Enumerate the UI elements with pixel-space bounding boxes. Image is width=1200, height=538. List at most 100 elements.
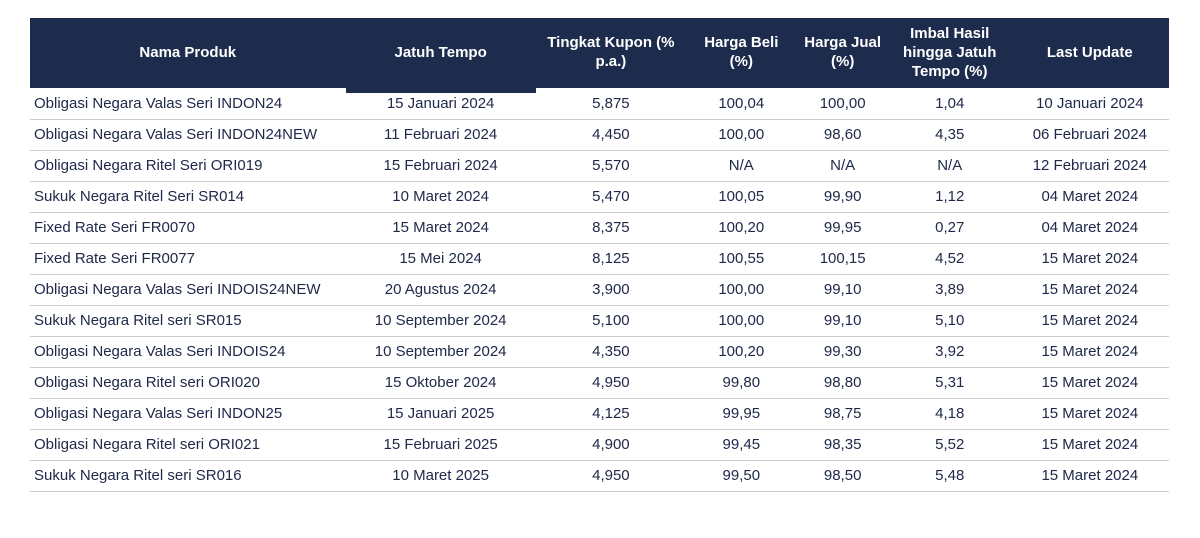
cell-imbal_hasil: 5,48 — [888, 460, 1011, 492]
cell-imbal_hasil: 1,04 — [888, 88, 1011, 120]
cell-last_update: 15 Maret 2024 — [1010, 367, 1169, 399]
table-row: Obligasi Negara Valas Seri INDON24 15 Jan… — [30, 88, 1169, 120]
cell-last_update: 15 Maret 2024 — [1010, 274, 1169, 306]
header-row: Nama Produk Jatuh Tempo Tingkat Kupon (%… — [30, 18, 1169, 94]
cell-last_update: 15 Maret 2024 — [1010, 429, 1169, 461]
cell-tingkat_kupon: 4,950 — [535, 460, 687, 492]
cell-jatuh_tempo: 10 Maret 2025 — [345, 460, 536, 492]
cell-imbal_hasil: 1,12 — [888, 181, 1011, 213]
cell-harga_beli: 99,95 — [686, 398, 797, 430]
cell-last_update: 15 Maret 2024 — [1010, 398, 1169, 430]
table-row: Obligasi Negara Valas Seri INDOIS24 10 Se… — [30, 336, 1169, 368]
cell-last_update: 12 Februari 2024 — [1010, 150, 1169, 182]
cell-last_update: 06 Februari 2024 — [1010, 119, 1169, 151]
cell-harga_jual: 98,35 — [796, 429, 889, 461]
column-header-imbal-hasil: Imbal Hasil hingga Jatuh Tempo (%) — [888, 18, 1011, 89]
cell-harga_jual: 99,30 — [796, 336, 889, 368]
cell-last_update: 10 Januari 2024 — [1010, 88, 1169, 120]
cell-harga_jual: N/A — [796, 150, 889, 182]
table-row: Obligasi Negara Ritel Seri ORI019 15 Febr… — [30, 150, 1169, 182]
cell-jatuh_tempo: 10 September 2024 — [345, 336, 536, 368]
cell-nama_produk: Obligasi Negara Valas Seri INDON25 — [30, 398, 346, 430]
cell-nama_produk: Obligasi Negara Ritel seri ORI020 — [30, 367, 346, 399]
cell-jatuh_tempo: 15 Mei 2024 — [345, 243, 536, 275]
cell-harga_beli: 100,00 — [686, 305, 797, 337]
column-header-jatuh-tempo: Jatuh Tempo — [345, 18, 536, 94]
cell-imbal_hasil: 5,10 — [888, 305, 1011, 337]
table-row: Obligasi Negara Valas Seri INDON24NEW 11 … — [30, 119, 1169, 151]
table-row: Obligasi Negara Ritel seri ORI020 15 Okto… — [30, 367, 1169, 399]
cell-tingkat_kupon: 4,350 — [535, 336, 687, 368]
cell-nama_produk: Fixed Rate Seri FR0070 — [30, 212, 346, 244]
cell-nama_produk: Fixed Rate Seri FR0077 — [30, 243, 346, 275]
cell-nama_produk: Obligasi Negara Ritel seri ORI021 — [30, 429, 346, 461]
cell-imbal_hasil: 3,92 — [888, 336, 1011, 368]
cell-tingkat_kupon: 4,900 — [535, 429, 687, 461]
cell-harga_jual: 99,10 — [796, 305, 889, 337]
cell-tingkat_kupon: 8,125 — [535, 243, 687, 275]
cell-harga_jual: 98,80 — [796, 367, 889, 399]
cell-harga_jual: 98,50 — [796, 460, 889, 492]
column-header-harga-jual: Harga Jual (%) — [796, 18, 889, 89]
cell-last_update: 15 Maret 2024 — [1010, 305, 1169, 337]
cell-tingkat_kupon: 8,375 — [535, 212, 687, 244]
cell-tingkat_kupon: 4,450 — [535, 119, 687, 151]
table-row: Obligasi Negara Ritel seri ORI021 15 Febr… — [30, 429, 1169, 461]
cell-jatuh_tempo: 10 Maret 2024 — [345, 181, 536, 213]
cell-tingkat_kupon: 5,875 — [535, 88, 687, 120]
cell-harga_beli: 99,50 — [686, 460, 797, 492]
cell-jatuh_tempo: 15 Januari 2025 — [345, 398, 536, 430]
cell-jatuh_tempo: 11 Februari 2024 — [345, 119, 536, 151]
column-header-tingkat-kupon: Tingkat Kupon (% p.a.) — [535, 18, 687, 89]
cell-nama_produk: Obligasi Negara Valas Seri INDOIS24NEW — [30, 274, 346, 306]
cell-nama_produk: Obligasi Negara Ritel Seri ORI019 — [30, 150, 346, 182]
cell-nama_produk: Obligasi Negara Valas Seri INDON24NEW — [30, 119, 346, 151]
cell-harga_jual: 98,75 — [796, 398, 889, 430]
cell-jatuh_tempo: 20 Agustus 2024 — [345, 274, 536, 306]
cell-last_update: 04 Maret 2024 — [1010, 181, 1169, 213]
table-row: Obligasi Negara Valas Seri INDOIS24NEW 20… — [30, 274, 1169, 306]
table-row: Obligasi Negara Valas Seri INDON25 15 Jan… — [30, 398, 1169, 430]
cell-harga_beli: 100,20 — [686, 212, 797, 244]
cell-last_update: 15 Maret 2024 — [1010, 243, 1169, 275]
cell-imbal_hasil: 5,52 — [888, 429, 1011, 461]
cell-jatuh_tempo: 10 September 2024 — [345, 305, 536, 337]
cell-tingkat_kupon: 5,570 — [535, 150, 687, 182]
cell-jatuh_tempo: 15 Januari 2024 — [345, 88, 536, 120]
table-row: Sukuk Negara Ritel seri SR015 10 Septembe… — [30, 305, 1169, 337]
cell-last_update: 04 Maret 2024 — [1010, 212, 1169, 244]
cell-jatuh_tempo: 15 Februari 2025 — [345, 429, 536, 461]
cell-nama_produk: Sukuk Negara Ritel seri SR016 — [30, 460, 346, 492]
cell-imbal_hasil: 4,52 — [888, 243, 1011, 275]
cell-harga_jual: 98,60 — [796, 119, 889, 151]
cell-harga_jual: 100,15 — [796, 243, 889, 275]
column-header-last-update: Last Update — [1010, 18, 1169, 89]
column-header-harga-beli: Harga Beli (%) — [686, 18, 797, 89]
cell-jatuh_tempo: 15 Maret 2024 — [345, 212, 536, 244]
cell-harga_beli: 100,00 — [686, 274, 797, 306]
cell-harga_beli: 99,80 — [686, 367, 797, 399]
cell-imbal_hasil: 4,35 — [888, 119, 1011, 151]
cell-imbal_hasil: 0,27 — [888, 212, 1011, 244]
cell-tingkat_kupon: 4,950 — [535, 367, 687, 399]
cell-nama_produk: Obligasi Negara Valas Seri INDON24 — [30, 88, 346, 120]
cell-nama_produk: Sukuk Negara Ritel seri SR015 — [30, 305, 346, 337]
cell-harga_beli: 100,05 — [686, 181, 797, 213]
cell-jatuh_tempo: 15 Februari 2024 — [345, 150, 536, 182]
table-row: Sukuk Negara Ritel Seri SR014 10 Maret 20… — [30, 181, 1169, 213]
bond-price-table: Nama Produk Jatuh Tempo Tingkat Kupon (%… — [30, 18, 1169, 492]
table-row: Fixed Rate Seri FR0070 15 Maret 2024 8,375… — [30, 212, 1169, 244]
cell-harga_jual: 99,95 — [796, 212, 889, 244]
cell-last_update: 15 Maret 2024 — [1010, 460, 1169, 492]
cell-imbal_hasil: 3,89 — [888, 274, 1011, 306]
table-row: Fixed Rate Seri FR0077 15 Mei 2024 8,125 10… — [30, 243, 1169, 275]
cell-harga_beli: 99,45 — [686, 429, 797, 461]
cell-harga_jual: 100,00 — [796, 88, 889, 120]
cell-harga_jual: 99,90 — [796, 181, 889, 213]
cell-harga_beli: 100,04 — [686, 88, 797, 120]
table-header: Nama Produk Jatuh Tempo Tingkat Kupon (%… — [30, 18, 1169, 94]
cell-last_update: 15 Maret 2024 — [1010, 336, 1169, 368]
cell-imbal_hasil: 5,31 — [888, 367, 1011, 399]
cell-tingkat_kupon: 5,100 — [535, 305, 687, 337]
cell-jatuh_tempo: 15 Oktober 2024 — [345, 367, 536, 399]
